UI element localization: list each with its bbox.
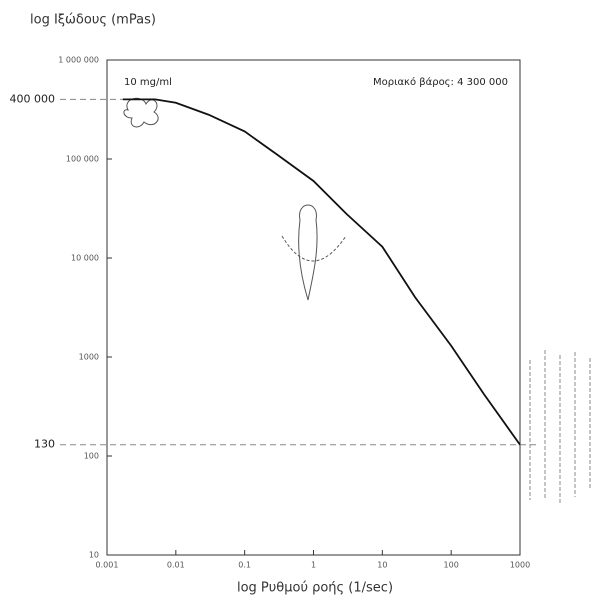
y-tick-label: 1 000 000 (58, 56, 99, 65)
y-tick-label: 100 000 (66, 155, 99, 164)
annotation: Μοριακό βάρος: 4 300 000 (373, 76, 508, 88)
x-tick-label: 0.001 (96, 561, 119, 570)
reference-label: 130 (34, 438, 55, 451)
y-tick-label: 1000 (79, 353, 99, 362)
x-tick-label: 1 (311, 561, 316, 570)
x-tick-label: 1000 (510, 561, 530, 570)
x-axis-label: log Ρυθμού ροής (1/sec) (237, 581, 393, 596)
coil-sketch (123, 97, 591, 505)
reference-label: 400 000 (10, 92, 56, 105)
x-tick-label: 10 (377, 561, 387, 570)
x-tick-label: 100 (444, 561, 459, 570)
annotation: 10 mg/ml (124, 77, 172, 88)
y-tick-label: 10 (89, 551, 99, 560)
y-axis-label: log Ιξώδους (mPas) (30, 13, 156, 28)
y-tick-label: 100 (84, 452, 99, 461)
data-line (122, 98, 521, 446)
x-tick-label: 0.1 (238, 561, 251, 570)
y-tick-label: 10 000 (71, 254, 99, 263)
plot-frame (106, 59, 521, 556)
x-tick-label: 0.01 (167, 561, 185, 570)
